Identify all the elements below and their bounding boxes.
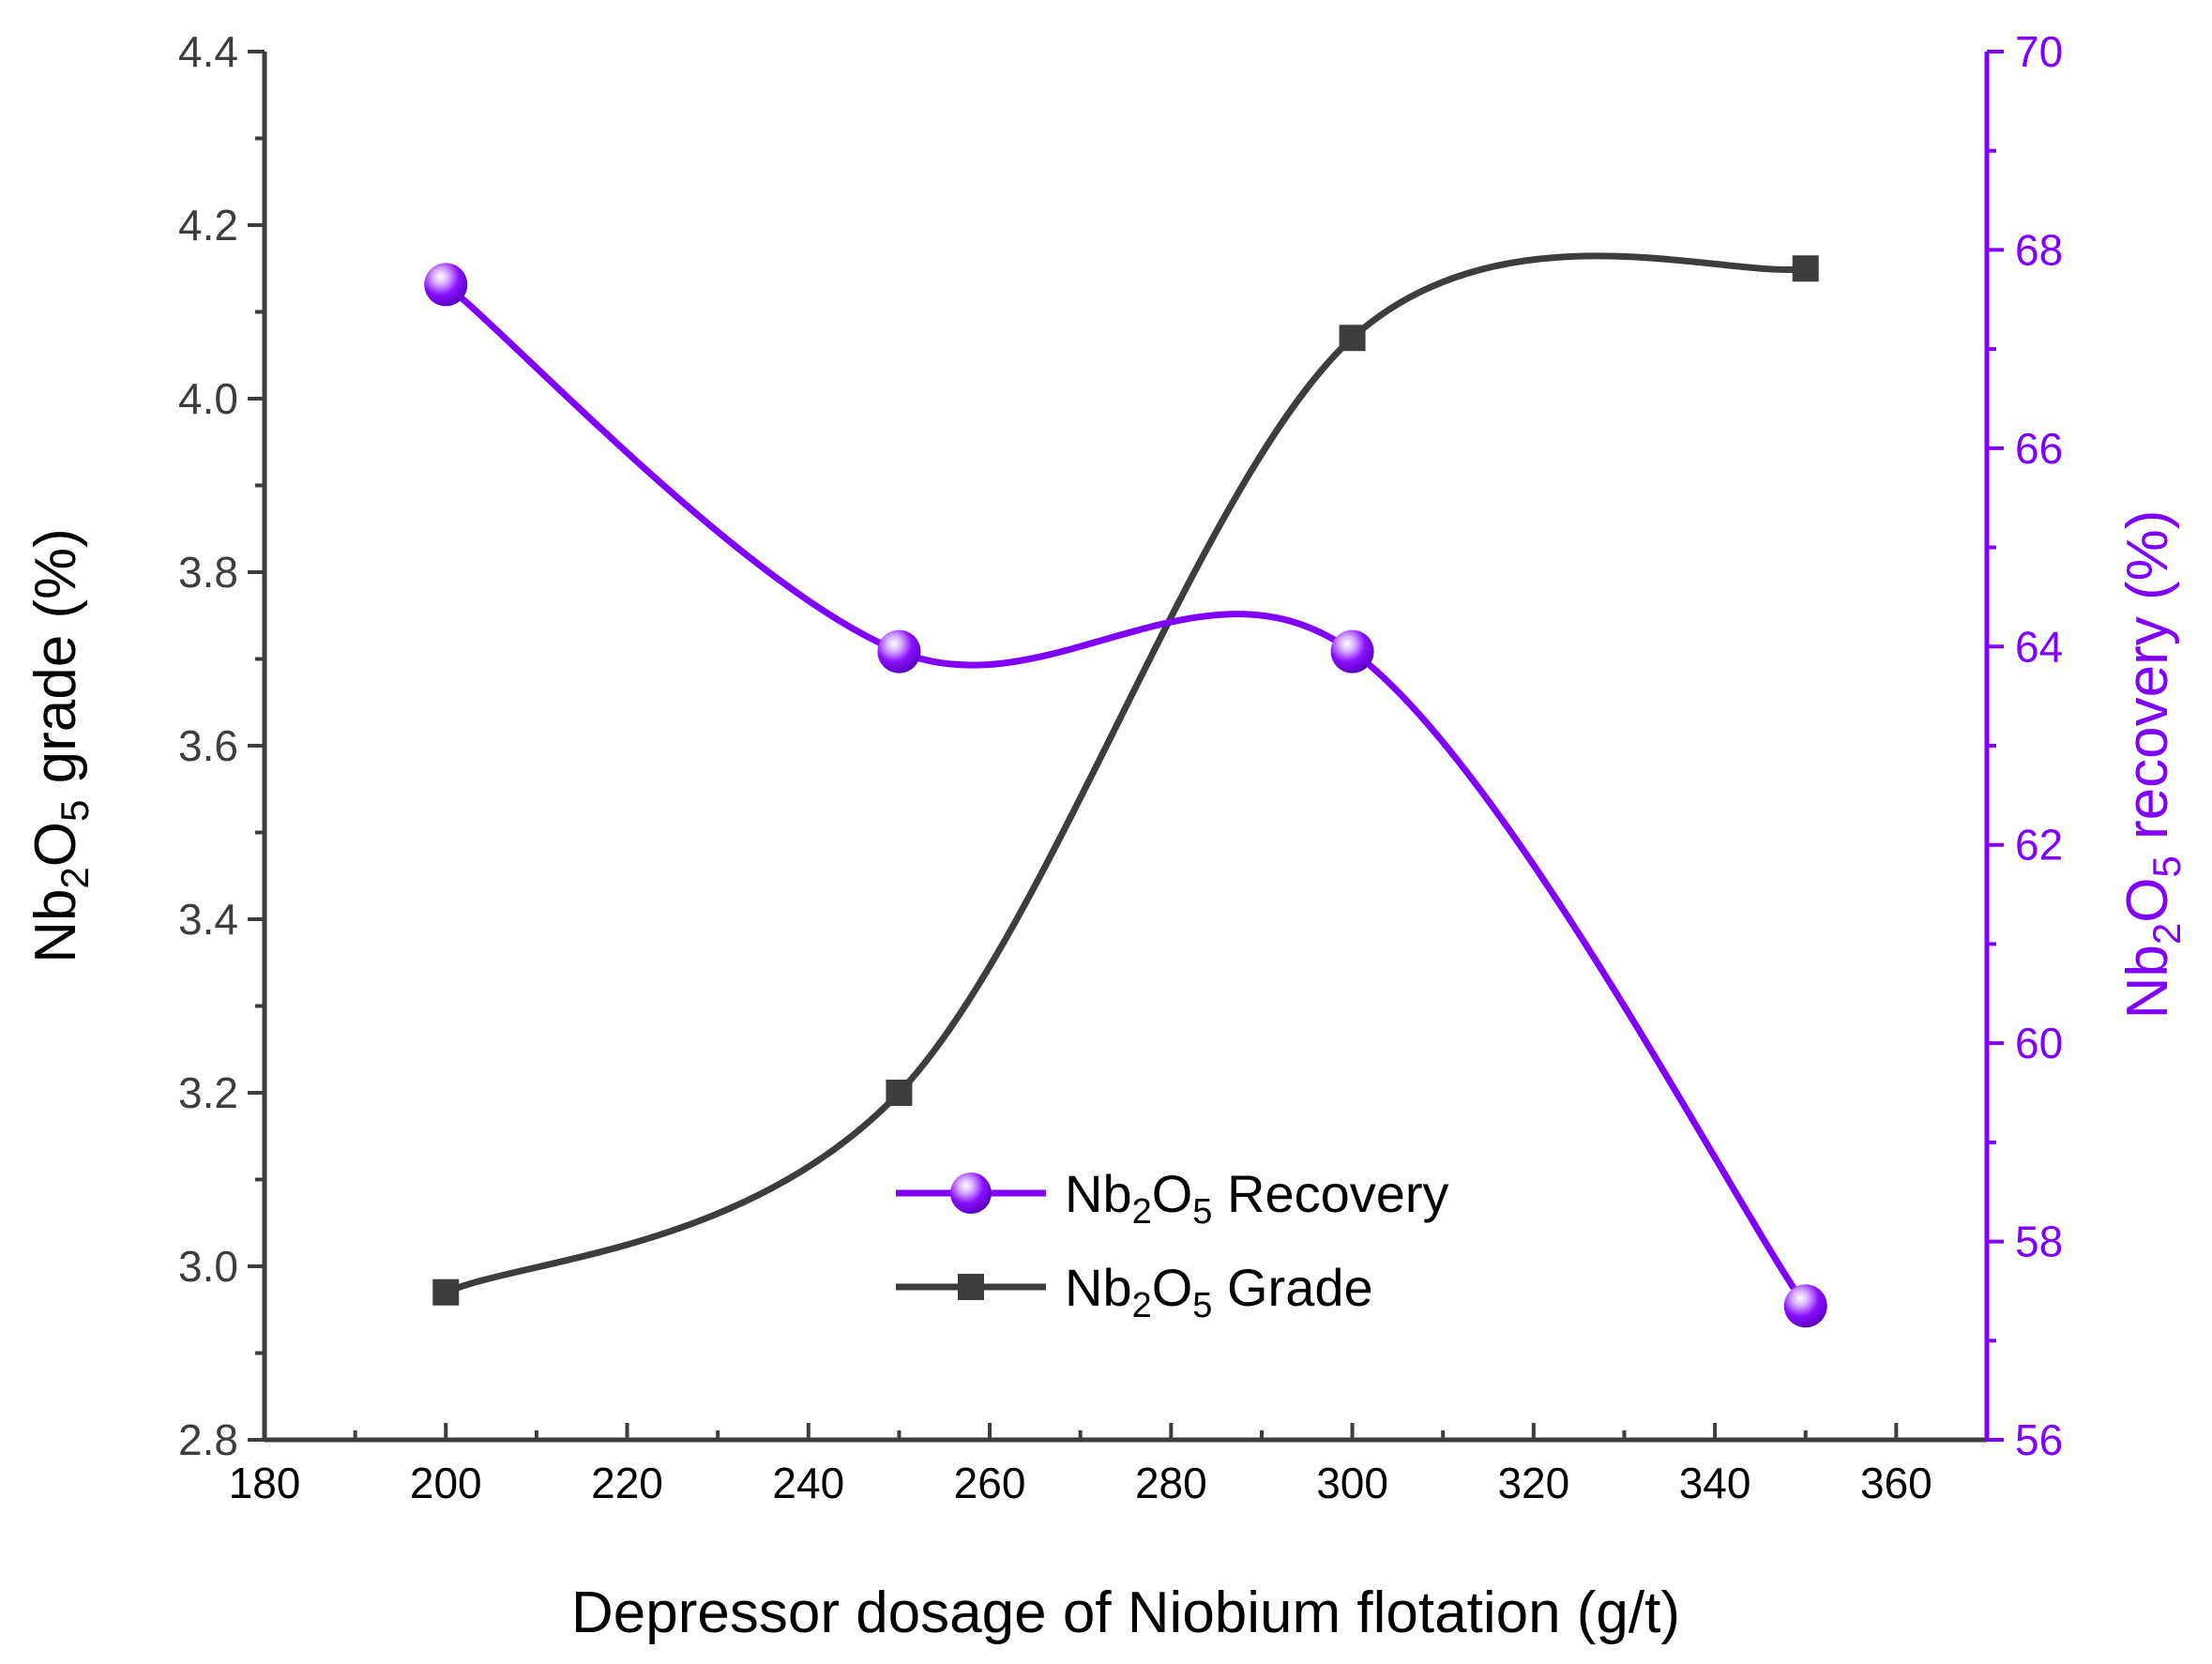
right-y-tick-label: 66 — [2015, 424, 2063, 473]
x-tick-label: 240 — [772, 1459, 844, 1507]
x-tick-label: 360 — [1860, 1459, 1932, 1507]
recovery-data-point — [1330, 629, 1374, 673]
legend-grade-label-part: O — [1152, 1258, 1193, 1317]
x-tick-label: 180 — [229, 1459, 301, 1507]
right-y-tick-label: 64 — [2015, 622, 2063, 671]
legend-recovery-label-part: Recovery — [1212, 1164, 1448, 1223]
left-y-tick-label: 3.8 — [178, 548, 238, 597]
legend-recovery-label-sub: 5 — [1192, 1192, 1212, 1232]
right-y-axis-title: Nb2O5 recovery (%) — [2115, 510, 2189, 1020]
left-y-axis-title-part: O — [23, 822, 88, 867]
right-y-tick-label: 60 — [2015, 1019, 2063, 1067]
grade-data-point — [1339, 325, 1366, 352]
legend-grade-label-part: Nb — [1065, 1258, 1132, 1317]
grade-data-point — [886, 1080, 913, 1106]
right-y-axis-title-part: recovery (%) — [2115, 510, 2180, 856]
recovery-series-line — [442, 280, 1810, 1309]
right-y-tick-label: 56 — [2015, 1415, 2063, 1464]
x-axis-title: Depressor dosage of Niobium flotation (g… — [571, 1581, 1680, 1645]
grade-data-point — [1792, 255, 1819, 282]
legend-recovery-label-part: Nb — [1065, 1164, 1132, 1223]
right-y-tick-label: 62 — [2015, 821, 2063, 870]
right-y-tick-label: 68 — [2015, 225, 2063, 274]
left-y-axis-title-part: Nb — [23, 889, 88, 963]
grade-series-line — [442, 252, 1810, 1296]
left-y-tick-label: 4.0 — [178, 374, 238, 423]
legend-grade-label: Nb2O5 Grade — [1065, 1258, 1373, 1325]
left-y-tick-label: 3.6 — [178, 721, 238, 770]
x-tick-label: 340 — [1679, 1459, 1751, 1507]
recovery-data-point — [877, 629, 921, 673]
left-y-axis-title-sub: 2 — [53, 867, 97, 888]
legend-recovery-label: Nb2O5 Recovery — [1065, 1164, 1449, 1232]
right-y-axis-title-part: O — [2115, 878, 2180, 923]
left-y-tick-label: 4.4 — [178, 27, 238, 76]
legend-entry-grade: Nb2O5 Grade — [896, 1258, 1373, 1325]
x-tick-label: 280 — [1135, 1459, 1207, 1507]
grade-data-point — [432, 1278, 460, 1306]
legend-recovery-marker — [950, 1172, 992, 1214]
x-tick-label: 260 — [954, 1459, 1026, 1507]
left-y-tick-label: 3.4 — [178, 895, 238, 944]
right-y-tick-label: 58 — [2015, 1218, 2063, 1266]
legend-grade-marker — [958, 1274, 984, 1300]
right-y-tick-label: 70 — [2015, 27, 2063, 76]
legend: Nb2O5 Recovery Nb2O5 Grade — [896, 1164, 1449, 1325]
left-y-tick-label: 3.0 — [178, 1242, 238, 1291]
legend-entry-recovery: Nb2O5 Recovery — [896, 1164, 1449, 1232]
x-tick-label: 320 — [1497, 1459, 1569, 1507]
left-y-tick-label: 2.8 — [178, 1415, 238, 1464]
left-y-axis-title: Nb2O5 grade (%) — [23, 528, 97, 963]
left-y-axis-title-part: grade (%) — [23, 528, 88, 799]
left-y-tick-label: 4.2 — [178, 201, 238, 250]
recovery-data-point — [1783, 1284, 1827, 1328]
legend-grade-label-sub: 2 — [1132, 1286, 1152, 1325]
left-y-axis-title-sub: 5 — [53, 800, 97, 822]
left-y-tick-label: 3.2 — [178, 1068, 238, 1117]
legend-recovery-label-sub: 2 — [1132, 1192, 1152, 1232]
right-y-axis-title-part: Nb — [2115, 945, 2180, 1019]
legend-grade-label-sub: 5 — [1192, 1286, 1212, 1325]
x-tick-label: 300 — [1316, 1459, 1388, 1507]
x-tick-label: 200 — [410, 1459, 482, 1507]
recovery-data-point — [424, 263, 468, 307]
legend-grade-label-part: Grade — [1212, 1258, 1372, 1317]
right-y-axis-title-sub: 2 — [2144, 923, 2189, 945]
legend-recovery-label-part: O — [1152, 1164, 1193, 1223]
x-tick-label: 220 — [591, 1459, 663, 1507]
right-y-axis-title-sub: 5 — [2144, 855, 2189, 877]
